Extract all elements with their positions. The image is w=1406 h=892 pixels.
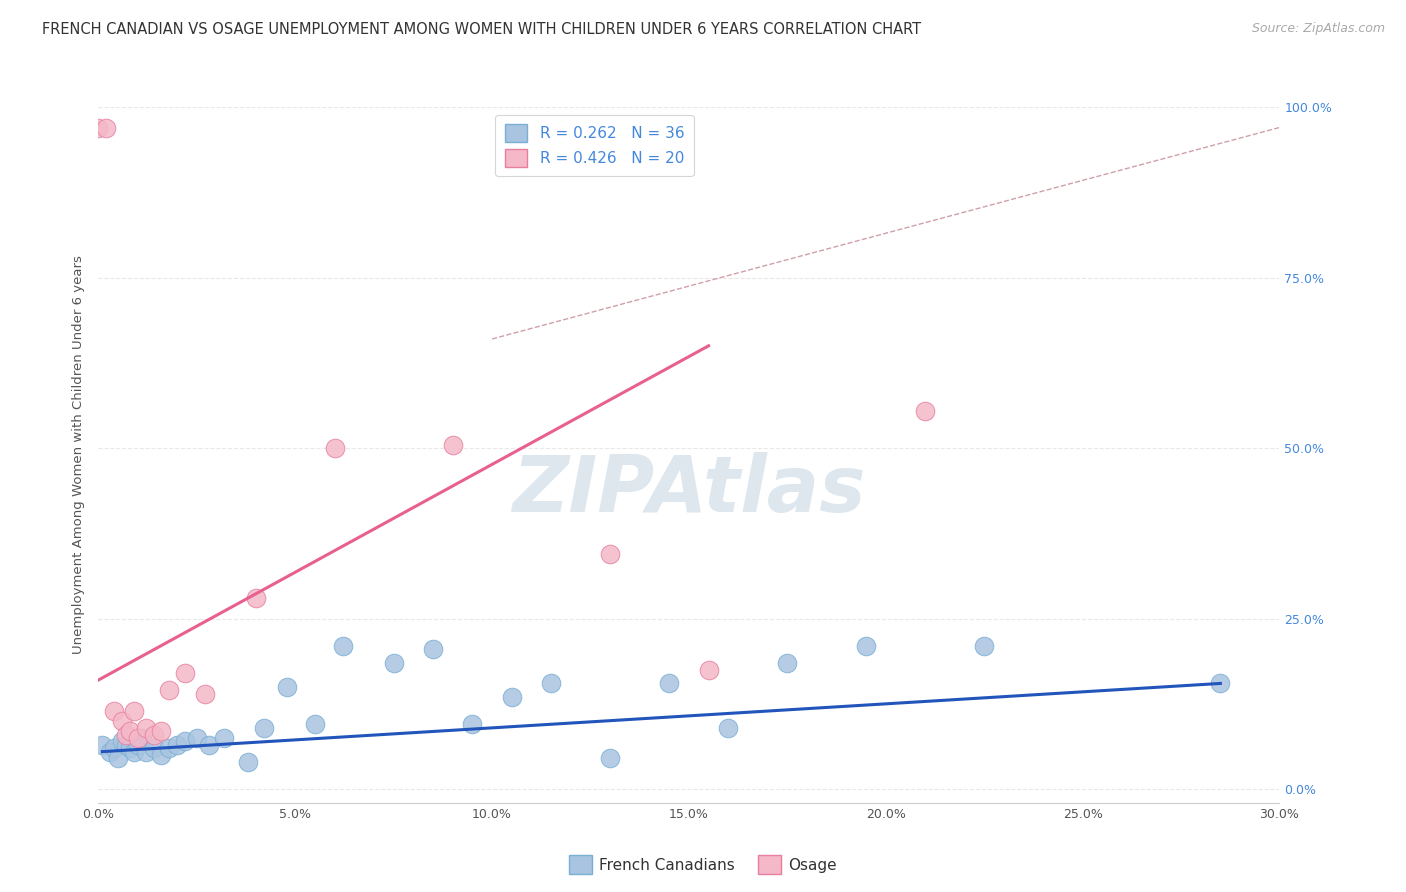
Point: [166, 738, 188, 752]
Point: [1209, 676, 1232, 690]
Point: [599, 751, 621, 765]
Point: [501, 690, 523, 704]
Point: [150, 724, 173, 739]
Point: [150, 747, 173, 762]
Point: [127, 731, 149, 745]
Point: [107, 751, 129, 765]
Point: [111, 714, 134, 728]
Point: [194, 687, 217, 701]
Point: [142, 741, 165, 756]
Point: [697, 663, 720, 677]
Point: [422, 642, 444, 657]
Point: [717, 721, 740, 735]
Point: [131, 731, 153, 745]
Text: Source: ZipAtlas.com: Source: ZipAtlas.com: [1251, 22, 1385, 36]
Point: [91, 738, 114, 752]
Point: [197, 738, 219, 752]
Point: [304, 717, 326, 731]
Point: [135, 721, 157, 735]
Point: [103, 741, 125, 756]
Point: [157, 741, 180, 756]
Point: [323, 441, 346, 455]
Point: [276, 680, 298, 694]
Point: [135, 745, 157, 759]
Point: [122, 745, 145, 759]
Point: [118, 741, 141, 756]
Point: [855, 639, 877, 653]
Point: [98, 745, 121, 759]
Text: FRENCH CANADIAN VS OSAGE UNEMPLOYMENT AMONG WOMEN WITH CHILDREN UNDER 6 YEARS CO: FRENCH CANADIAN VS OSAGE UNEMPLOYMENT AM…: [42, 22, 921, 37]
Point: [245, 591, 267, 606]
Point: [157, 683, 180, 698]
Point: [142, 728, 165, 742]
Point: [914, 403, 936, 417]
Point: [973, 639, 995, 653]
Point: [96, 120, 118, 135]
Point: [253, 721, 276, 735]
Point: [214, 731, 236, 745]
Point: [441, 438, 464, 452]
Point: [186, 731, 208, 745]
Point: [236, 755, 259, 769]
Point: [174, 734, 197, 748]
Point: [87, 120, 110, 135]
Point: [122, 704, 145, 718]
Point: [540, 676, 562, 690]
Text: ZIPAtlas: ZIPAtlas: [512, 451, 866, 528]
Point: [461, 717, 484, 731]
Point: [776, 656, 799, 670]
Point: [127, 738, 149, 752]
Y-axis label: Unemployment Among Women with Children Under 6 years: Unemployment Among Women with Children U…: [72, 255, 86, 655]
Point: [332, 639, 354, 653]
Point: [118, 724, 141, 739]
Point: [111, 734, 134, 748]
Point: [174, 666, 197, 681]
Point: [115, 728, 138, 742]
Point: [115, 738, 138, 752]
Legend: R = 0.262   N = 36, R = 0.426   N = 20: R = 0.262 N = 36, R = 0.426 N = 20: [495, 115, 693, 177]
Legend: French Canadians, Osage: French Canadians, Osage: [562, 849, 844, 880]
Point: [103, 704, 125, 718]
Point: [382, 656, 405, 670]
Point: [658, 676, 681, 690]
Point: [599, 547, 621, 561]
